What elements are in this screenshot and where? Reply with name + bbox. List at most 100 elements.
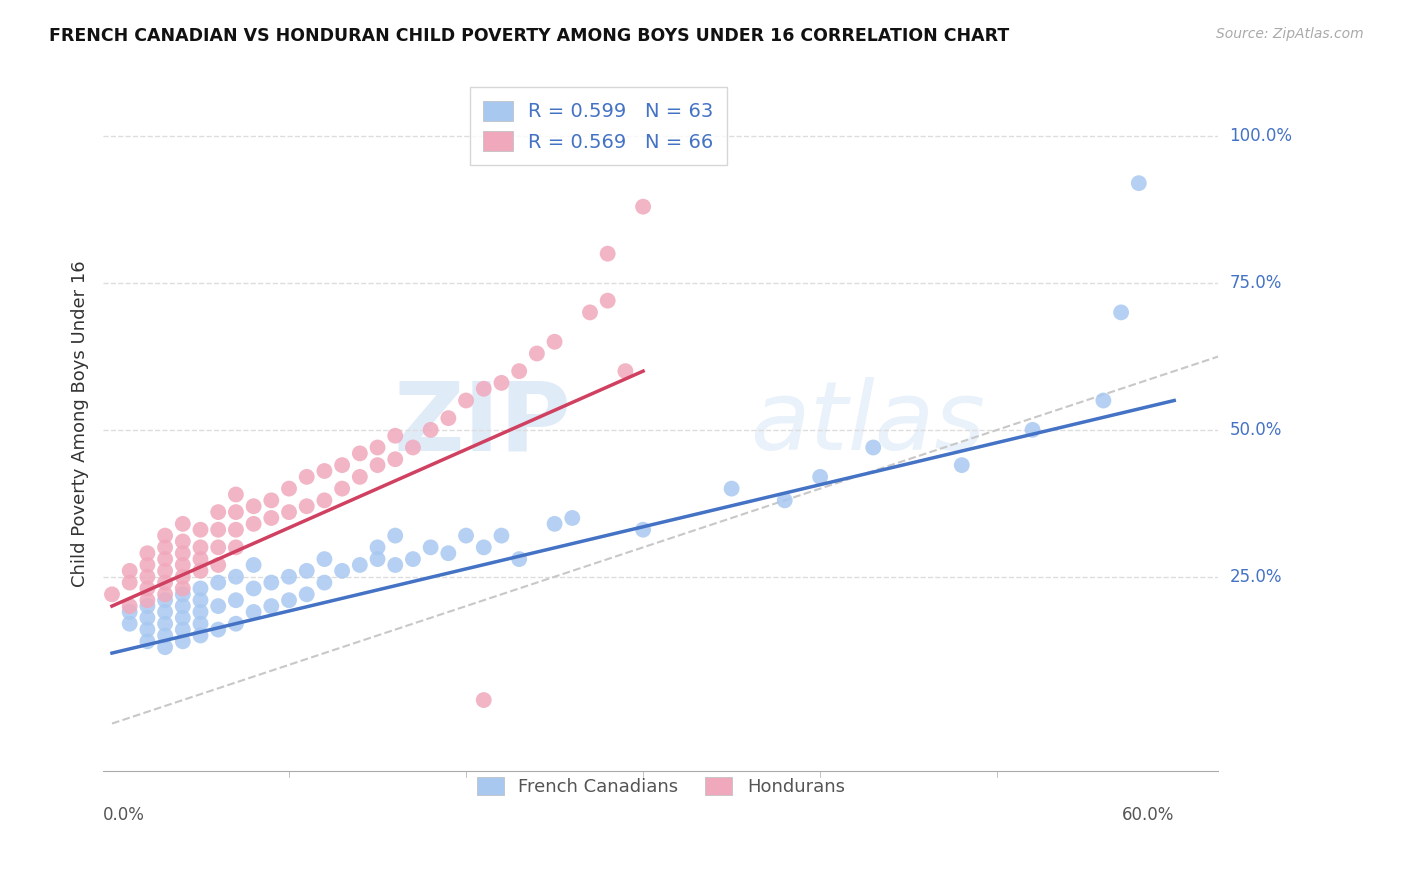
Point xyxy=(526,346,548,360)
Point xyxy=(508,364,530,378)
Text: 60.0%: 60.0% xyxy=(1122,805,1174,824)
Point xyxy=(172,634,194,648)
Point xyxy=(419,541,441,555)
Point xyxy=(1021,423,1043,437)
Point xyxy=(330,458,353,472)
Point xyxy=(543,516,565,531)
Point xyxy=(349,470,371,484)
Point xyxy=(278,570,301,584)
Point xyxy=(437,546,460,560)
Y-axis label: Child Poverty Among Boys Under 16: Child Poverty Among Boys Under 16 xyxy=(72,260,89,587)
Point xyxy=(172,516,194,531)
Point xyxy=(190,552,212,566)
Point xyxy=(101,587,124,601)
Point xyxy=(153,528,176,542)
Point xyxy=(472,541,495,555)
Point xyxy=(330,564,353,578)
Point xyxy=(190,564,212,578)
Text: 50.0%: 50.0% xyxy=(1230,421,1282,439)
Point xyxy=(136,546,159,560)
Point xyxy=(207,541,229,555)
Point xyxy=(242,516,264,531)
Point xyxy=(367,441,389,455)
Point xyxy=(367,552,389,566)
Point xyxy=(118,616,141,631)
Point xyxy=(225,505,247,519)
Point xyxy=(419,423,441,437)
Point xyxy=(278,482,301,496)
Point xyxy=(136,582,159,596)
Point xyxy=(190,541,212,555)
Text: Source: ZipAtlas.com: Source: ZipAtlas.com xyxy=(1216,27,1364,41)
Text: 100.0%: 100.0% xyxy=(1230,128,1292,145)
Point xyxy=(172,623,194,637)
Point xyxy=(1092,393,1115,408)
Point xyxy=(172,534,194,549)
Point xyxy=(472,693,495,707)
Text: 0.0%: 0.0% xyxy=(103,805,145,824)
Point xyxy=(153,640,176,655)
Point xyxy=(118,564,141,578)
Point xyxy=(172,587,194,601)
Point xyxy=(153,616,176,631)
Point xyxy=(242,558,264,572)
Point xyxy=(720,482,742,496)
Point xyxy=(207,505,229,519)
Point xyxy=(950,458,973,472)
Point xyxy=(136,570,159,584)
Point xyxy=(1128,176,1150,190)
Point xyxy=(242,500,264,514)
Point xyxy=(596,293,619,308)
Point xyxy=(136,623,159,637)
Point xyxy=(314,575,336,590)
Point xyxy=(207,523,229,537)
Point xyxy=(1109,305,1132,319)
Point xyxy=(153,628,176,642)
Point xyxy=(136,558,159,572)
Point xyxy=(118,605,141,619)
Point xyxy=(631,200,654,214)
Point xyxy=(631,523,654,537)
Point xyxy=(225,523,247,537)
Point xyxy=(314,464,336,478)
Point xyxy=(472,382,495,396)
Point xyxy=(384,452,406,467)
Point xyxy=(136,593,159,607)
Point xyxy=(190,605,212,619)
Point xyxy=(153,575,176,590)
Point xyxy=(454,528,477,542)
Point xyxy=(402,441,425,455)
Point xyxy=(314,493,336,508)
Point xyxy=(295,470,318,484)
Point xyxy=(367,541,389,555)
Text: FRENCH CANADIAN VS HONDURAN CHILD POVERTY AMONG BOYS UNDER 16 CORRELATION CHART: FRENCH CANADIAN VS HONDURAN CHILD POVERT… xyxy=(49,27,1010,45)
Point xyxy=(190,582,212,596)
Point xyxy=(773,493,796,508)
Point xyxy=(172,558,194,572)
Point xyxy=(349,446,371,460)
Point xyxy=(172,599,194,613)
Point xyxy=(136,611,159,625)
Point xyxy=(190,616,212,631)
Point xyxy=(207,599,229,613)
Legend: French Canadians, Hondurans: French Canadians, Hondurans xyxy=(470,769,852,803)
Point xyxy=(136,634,159,648)
Point xyxy=(508,552,530,566)
Text: ZIP: ZIP xyxy=(394,377,572,470)
Point xyxy=(260,493,283,508)
Point xyxy=(153,552,176,566)
Point xyxy=(367,458,389,472)
Point xyxy=(207,575,229,590)
Point xyxy=(491,376,513,390)
Point xyxy=(172,570,194,584)
Point xyxy=(862,441,884,455)
Point xyxy=(349,558,371,572)
Point xyxy=(278,593,301,607)
Text: 75.0%: 75.0% xyxy=(1230,274,1282,292)
Point xyxy=(278,505,301,519)
Point xyxy=(561,511,583,525)
Text: atlas: atlas xyxy=(749,377,986,470)
Point xyxy=(190,593,212,607)
Point xyxy=(314,552,336,566)
Point xyxy=(384,558,406,572)
